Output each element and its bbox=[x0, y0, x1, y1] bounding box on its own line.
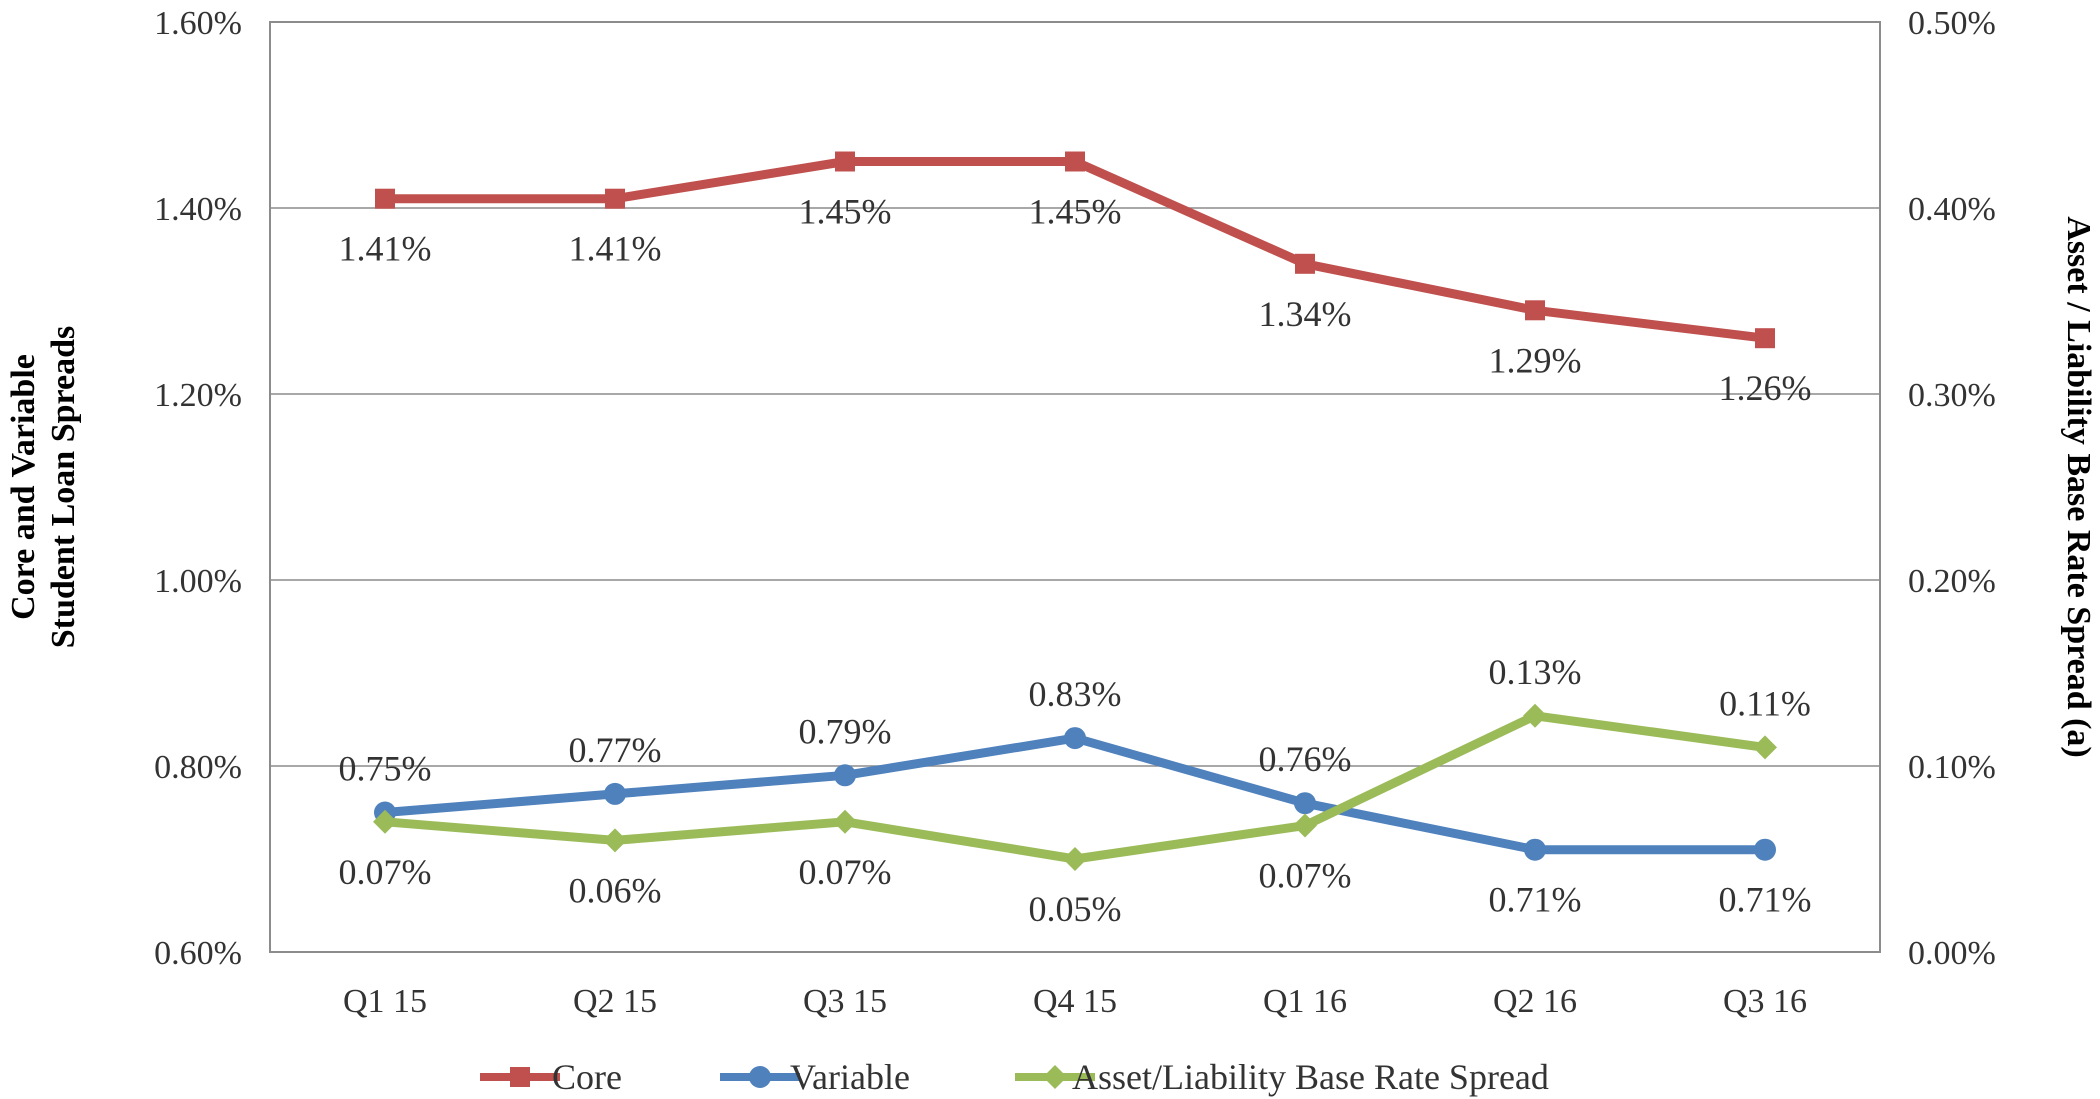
data-point-marker bbox=[603, 828, 627, 853]
data-point-marker bbox=[375, 188, 395, 209]
data-label: 0.76% bbox=[1259, 739, 1352, 779]
data-point-marker bbox=[1063, 847, 1087, 871]
left-tick-label: 1.40% bbox=[154, 191, 242, 228]
data-point-marker bbox=[1753, 735, 1777, 760]
legend-label: Variable bbox=[790, 1057, 910, 1097]
x-tick-label: Q2 15 bbox=[573, 983, 657, 1020]
right-tick-label: 0.20% bbox=[1908, 563, 1996, 600]
data-label: 0.79% bbox=[799, 711, 892, 751]
data-label: 0.71% bbox=[1489, 880, 1582, 920]
right-tick-label: 0.40% bbox=[1908, 191, 1996, 228]
series-core: 1.41% 1.41% 1.45% 1.45% 1.34% 1.29% 1.26% bbox=[339, 151, 1812, 408]
data-label: 1.34% bbox=[1259, 294, 1352, 334]
data-point-marker bbox=[510, 1067, 530, 1087]
right-tick-label: 0.50% bbox=[1908, 5, 1996, 42]
x-tick-label: Q1 15 bbox=[343, 983, 427, 1020]
data-label: 1.41% bbox=[339, 229, 432, 269]
right-tick-label: 0.10% bbox=[1908, 749, 1996, 786]
data-point-marker bbox=[834, 764, 856, 787]
data-label: 1.41% bbox=[569, 229, 662, 269]
x-tick-label: Q4 15 bbox=[1033, 983, 1117, 1020]
gridlines bbox=[270, 207, 1880, 767]
data-label: 1.45% bbox=[799, 192, 892, 232]
left-tick-label: 0.60% bbox=[154, 935, 242, 972]
x-tick-label: Q3 15 bbox=[803, 983, 887, 1020]
left-tick-label: 1.60% bbox=[154, 5, 242, 42]
legend-item: Variable bbox=[720, 1057, 910, 1097]
right-tick-label: 0.30% bbox=[1908, 377, 1996, 414]
x-tick-label: Q1 16 bbox=[1263, 983, 1347, 1020]
data-point-marker bbox=[835, 151, 855, 172]
data-label: 0.77% bbox=[569, 730, 662, 770]
left-tick-label: 0.80% bbox=[154, 749, 242, 786]
data-label: 0.83% bbox=[1029, 674, 1122, 714]
data-label: 0.07% bbox=[1259, 856, 1352, 896]
data-point-marker bbox=[1065, 151, 1085, 172]
data-point-marker bbox=[1524, 838, 1546, 861]
left-axis-ticks: 0.60% 0.80% 1.00% 1.20% 1.40% 1.60% bbox=[154, 5, 242, 972]
legend: Core Variable Asset/Liability Base Rate Sp… bbox=[480, 1057, 1549, 1097]
left-axis-title-line2: Student Loan Spreads bbox=[45, 326, 82, 649]
data-label: 1.45% bbox=[1029, 192, 1122, 232]
x-tick-label: Q3 16 bbox=[1723, 983, 1807, 1020]
data-point-marker bbox=[1294, 792, 1316, 815]
data-point-marker bbox=[1043, 1065, 1067, 1089]
left-tick-label: 1.20% bbox=[154, 377, 242, 414]
data-point-marker bbox=[1754, 838, 1776, 861]
data-point-marker bbox=[749, 1066, 771, 1088]
series-asset-liability-base-rate-spread: 0.07% 0.06% 0.07% 0.05% 0.07% 0.13% 0.11% bbox=[339, 652, 1811, 929]
data-point-marker bbox=[1293, 813, 1317, 838]
data-point-marker bbox=[1295, 253, 1315, 274]
right-axis-title: Asset / Liability Base Rate Spread (a) bbox=[2060, 216, 2097, 757]
data-point-marker bbox=[373, 809, 397, 834]
series-layer: 1.41% 1.41% 1.45% 1.45% 1.34% 1.29% 1.26% 0.75%… bbox=[339, 151, 1812, 929]
data-point-marker bbox=[1755, 328, 1775, 349]
legend-item: Asset/Liability Base Rate Spread bbox=[1015, 1057, 1549, 1097]
data-label: 0.13% bbox=[1489, 652, 1582, 692]
data-label: 0.05% bbox=[1029, 889, 1122, 929]
right-tick-label: 0.00% bbox=[1908, 935, 1996, 972]
data-point-marker bbox=[1525, 300, 1545, 321]
data-label: 1.29% bbox=[1489, 340, 1582, 380]
x-tick-label: Q2 16 bbox=[1493, 983, 1577, 1020]
data-label: 0.71% bbox=[1719, 880, 1812, 920]
series-variable: 0.75% 0.77% 0.79% 0.83% 0.76% 0.71% 0.71% bbox=[339, 674, 1812, 920]
data-label: 0.07% bbox=[339, 852, 432, 892]
data-point-marker bbox=[1064, 727, 1086, 750]
data-point-marker bbox=[604, 782, 626, 805]
data-point-marker bbox=[833, 809, 857, 834]
data-label: 0.75% bbox=[339, 749, 432, 789]
legend-label: Core bbox=[552, 1057, 622, 1097]
right-axis-ticks: 0.00% 0.10% 0.20% 0.30% 0.40% 0.50% bbox=[1908, 5, 1996, 972]
left-tick-label: 1.00% bbox=[154, 563, 242, 600]
plot-area-frame bbox=[269, 21, 1881, 953]
left-axis-title-line1: Core and Variable bbox=[5, 354, 42, 620]
legend-item: Core bbox=[480, 1057, 622, 1097]
data-label: 0.11% bbox=[1719, 683, 1811, 723]
data-point-marker bbox=[605, 188, 625, 209]
legend-label: Asset/Liability Base Rate Spread bbox=[1072, 1057, 1549, 1097]
data-label: 0.07% bbox=[799, 852, 892, 892]
data-label: 0.06% bbox=[569, 870, 662, 910]
data-point-marker bbox=[1523, 703, 1547, 728]
x-axis-ticks: Q1 15 Q2 15 Q3 15 Q4 15 Q1 16 Q2 16 Q3 16 bbox=[343, 983, 1807, 1020]
data-label: 1.26% bbox=[1719, 368, 1812, 408]
